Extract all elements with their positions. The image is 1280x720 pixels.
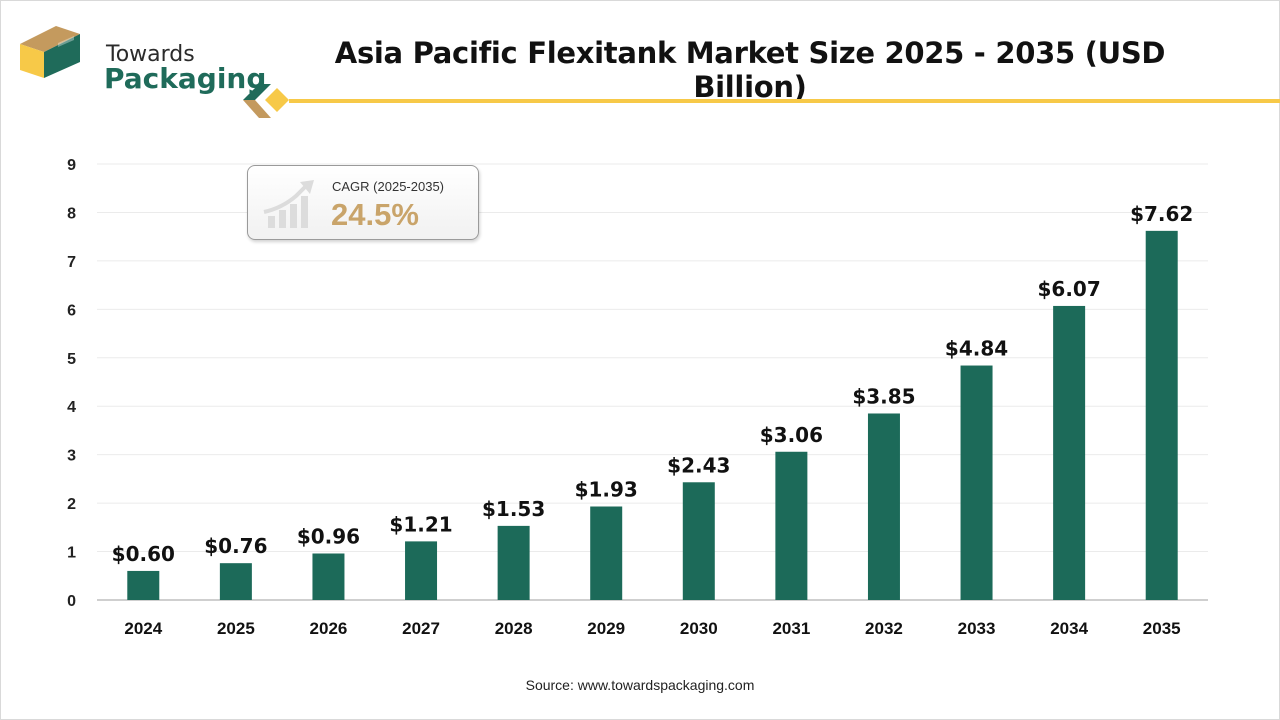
brand-logo: Towards Packaging (18, 20, 266, 95)
source-note: Source: www.towardspackaging.com (525, 677, 755, 693)
title-accent-divider (243, 84, 1280, 118)
brand-name-line1: Towards (106, 42, 195, 67)
cagr-value: 24.5% (331, 197, 419, 232)
growth-chart-icon (263, 180, 314, 228)
chart-title: Asia Pacific Flexitank Market Size 2025 … (334, 36, 1166, 104)
packaging-box-icon (20, 26, 80, 78)
cagr-label: CAGR (2025-2035) (332, 179, 444, 194)
brand-name-line2: Packaging (104, 62, 267, 95)
cagr-callout: CAGR (2025-2035) 24.5% (247, 165, 479, 240)
